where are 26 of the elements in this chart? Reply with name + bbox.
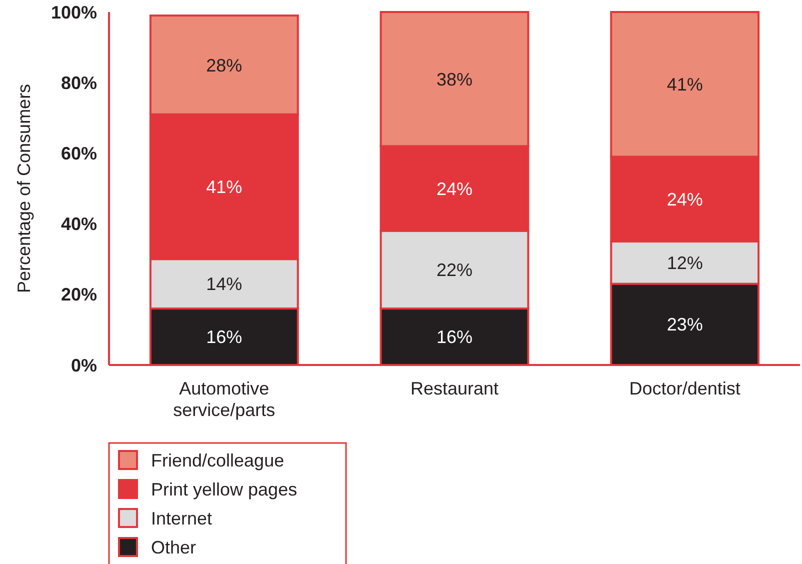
data-label: 28% <box>206 55 242 76</box>
data-label: 14% <box>206 274 242 294</box>
y-tick-label: 80% <box>60 72 97 93</box>
data-label: 38% <box>436 69 473 90</box>
data-label: 41% <box>666 74 703 95</box>
legend-label: Internet <box>151 508 212 528</box>
data-label: 12% <box>666 252 703 273</box>
x-tick-label: Automotive service/parts <box>173 378 276 420</box>
data-label: 24% <box>666 189 703 210</box>
y-tick-label: 0% <box>70 355 97 376</box>
data-label: 16% <box>436 327 473 348</box>
y-tick-label: 100% <box>50 2 97 22</box>
data-label: 24% <box>436 178 473 199</box>
data-label: 16% <box>206 327 242 348</box>
data-label: 22% <box>436 260 473 280</box>
data-label: 41% <box>206 177 242 198</box>
legend-label: Other <box>151 537 196 558</box>
legend-label: Friend/colleague <box>151 450 284 470</box>
y-tick-label: 60% <box>60 144 97 164</box>
y-tick-label: 40% <box>60 214 97 234</box>
data-label: 23% <box>666 314 703 335</box>
x-tick-label: Doctor/dentist <box>629 378 740 398</box>
y-axis-title: Percentage of Consumers <box>14 84 34 294</box>
x-tick-label: Restaurant <box>410 378 499 398</box>
y-tick-label: 20% <box>60 284 97 305</box>
legend-label: Print yellow pages <box>151 479 298 500</box>
